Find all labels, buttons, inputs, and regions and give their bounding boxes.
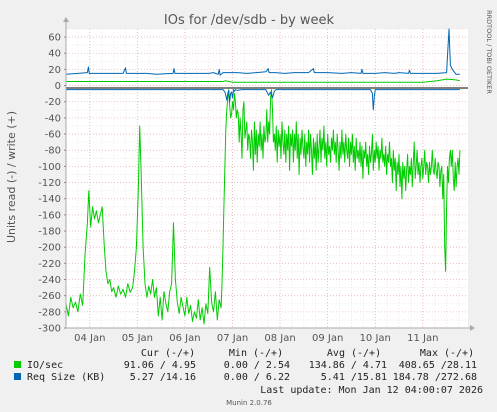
x-tick-label: 10 Jan — [360, 333, 391, 344]
y-axis-label: Units read (-) / write (+) — [5, 111, 18, 243]
y-tick-label: -280 — [38, 307, 61, 318]
legend-header-avg: Avg (-/+) — [327, 348, 381, 359]
y-tick-label: 20 — [48, 65, 61, 76]
munin-footer: Munin 2.0.76 — [226, 399, 272, 407]
axes: 60 40 20 0 -20 -40 -60 -80 -100 -120 -140 -160 -180 -… — [38, 17, 475, 344]
x-tick-label: 05 Jan — [122, 333, 153, 344]
legend-cur-io: 91.06 / 4.95 — [124, 360, 196, 371]
legend-cur-reqsize: 5.27 /14.16 — [130, 372, 196, 383]
y-tick-label: -300 — [38, 324, 61, 335]
legend-table: Cur (-/+) Min (-/+) Avg (-/+) Max (-/+) … — [14, 348, 483, 396]
y-tick-label: 60 — [48, 33, 61, 44]
series-line-reqsize-write — [65, 28, 460, 76]
legend-swatch-reqsize — [14, 373, 21, 380]
y-tick-label: -220 — [38, 259, 61, 270]
y-tick-label: -140 — [38, 194, 61, 205]
legend-header-cur: Cur (-/+) — [141, 348, 195, 359]
legend-max-reqsize: 184.78 /272.68 — [393, 372, 477, 383]
x-tick-label: 04 Jan — [74, 333, 105, 344]
y-tick-label: -60 — [45, 130, 61, 141]
y-tick-label: 40 — [48, 49, 61, 60]
y-tick-label: -180 — [38, 227, 61, 238]
y-tick-label: -100 — [38, 162, 61, 173]
y-tick-label: -80 — [45, 146, 61, 157]
chart-title: IOs for /dev/sdb - by week — [164, 13, 335, 28]
y-tick-label: -200 — [38, 243, 61, 254]
x-tick-label: 11 Jan — [407, 333, 438, 344]
last-update: Last update: Mon Jan 12 04:00:07 2026 — [260, 385, 483, 396]
y-tick-label: -40 — [45, 113, 61, 124]
y-axis-arrow — [63, 17, 69, 22]
y-tick-label: -260 — [38, 291, 61, 302]
legend-swatch-io — [14, 361, 21, 368]
y-tick-label: -160 — [38, 210, 61, 221]
y-tick-label: -20 — [45, 97, 61, 108]
legend-name-io: IO/sec — [27, 360, 63, 371]
x-tick-label: 06 Jan — [169, 333, 200, 344]
legend-avg-io: 134.86 / 4.71 — [309, 360, 387, 371]
y-tick-label: -240 — [38, 275, 61, 286]
series-line-io-write — [66, 78, 461, 83]
series-line-io-read — [65, 89, 461, 325]
legend-min-reqsize: 0.00 / 6.22 — [224, 372, 290, 383]
series-line-reqsize-read — [66, 89, 460, 111]
legend-header-min: Min (-/+) — [229, 348, 283, 359]
legend-max-io: 408.65 /28.11 — [399, 360, 477, 371]
x-axis-arrow — [470, 325, 475, 331]
legend-min-io: 0.00 / 2.54 — [224, 360, 290, 371]
legend-header-max: Max (-/+) — [420, 348, 474, 359]
x-tick-label: 07 Jan — [217, 333, 248, 344]
legend-name-reqsize: Req Size (KB) — [27, 372, 105, 383]
y-tick-label: 0 — [55, 81, 61, 92]
x-tick-label: 08 Jan — [264, 333, 295, 344]
y-tick-label: -120 — [38, 178, 61, 189]
series-group — [65, 28, 461, 325]
x-tick-label: 09 Jan — [312, 333, 343, 344]
legend-avg-reqsize: 5.41 /15.81 — [321, 372, 387, 383]
rrdtool-side-label: RRDTOOL / TOBI OETIKER — [485, 10, 493, 94]
